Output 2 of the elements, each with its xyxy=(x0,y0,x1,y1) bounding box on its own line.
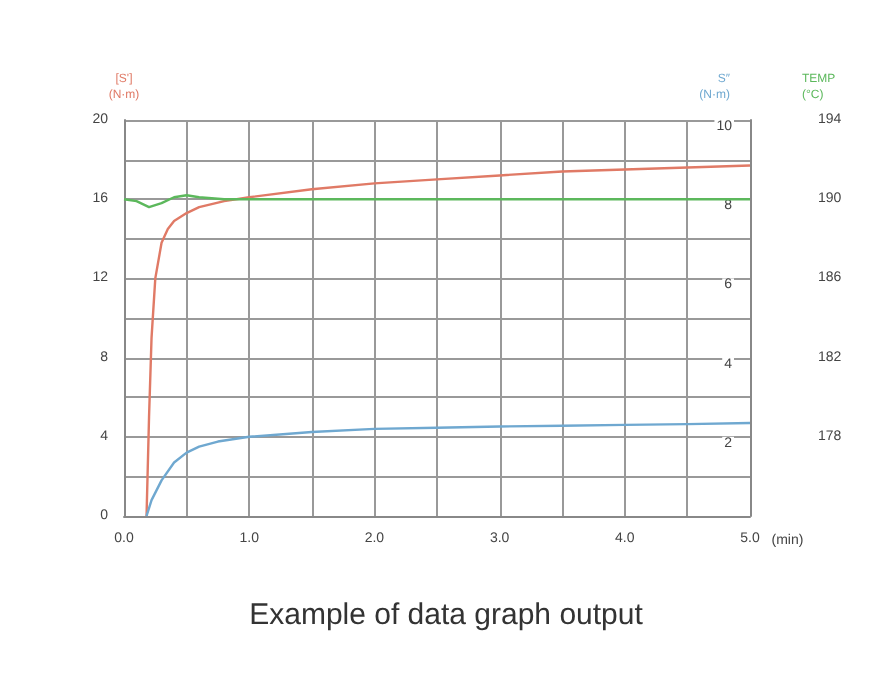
text: Example of data graph output xyxy=(249,598,645,632)
line-series xyxy=(145,164,752,518)
